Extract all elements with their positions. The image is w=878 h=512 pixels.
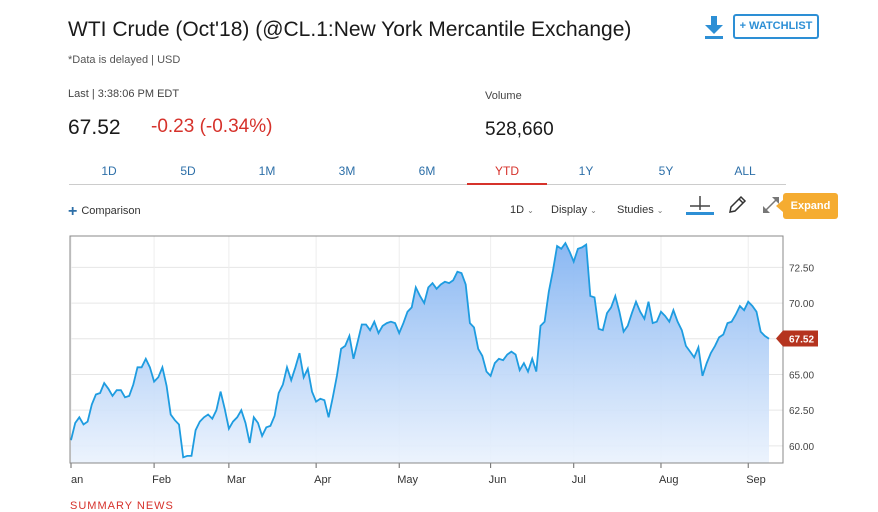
studies-dropdown[interactable]: Studies ⌄ <box>617 204 663 216</box>
add-to-watchlist-button[interactable]: + WATCHLIST <box>733 14 819 39</box>
x-tick-label: Feb <box>152 474 171 486</box>
last-price-tag <box>776 330 818 347</box>
plus-icon: + <box>68 203 78 220</box>
x-tick-label: Apr <box>314 474 331 486</box>
y-tick-label: 60.00 <box>789 442 814 453</box>
chevron-down-icon: ⌄ <box>590 206 597 215</box>
display-dropdown[interactable]: Display ⌄ <box>551 204 597 216</box>
y-tick-label: 72.50 <box>789 263 814 274</box>
x-tick-label: Sep <box>746 474 766 486</box>
chevron-down-icon: ⌄ <box>527 206 534 215</box>
tab-1m[interactable]: 1M <box>258 164 276 178</box>
tab-1d[interactable]: 1D <box>101 164 117 178</box>
interval-dropdown[interactable]: 1D ⌄ <box>510 204 534 216</box>
y-tick-label: 70.00 <box>789 299 814 310</box>
page-title: WTI Crude (Oct'18) (@CL.1:New York Merca… <box>68 18 632 41</box>
comparison-label: Comparison <box>81 205 141 217</box>
tab-5d[interactable]: 5D <box>180 164 196 178</box>
comparison-button[interactable]: + Comparison <box>68 203 141 221</box>
x-tick-label: Jun <box>489 474 507 486</box>
download-icon[interactable] <box>702 14 726 40</box>
data-delayed-note: *Data is delayed | USD <box>68 54 181 66</box>
price-line <box>70 241 770 459</box>
tab-5y[interactable]: 5Y <box>658 164 674 178</box>
y-tick-label: 62.50 <box>789 406 814 417</box>
chevron-down-icon: ⌄ <box>656 206 664 215</box>
expand-tooltip[interactable]: Expand <box>776 193 838 219</box>
x-tick-label: May <box>397 474 418 486</box>
tab-all[interactable]: ALL <box>734 164 756 178</box>
x-tick-label: Mar <box>227 474 246 486</box>
crosshair-icon[interactable] <box>684 194 716 216</box>
tab-ytd[interactable]: YTD <box>467 160 547 185</box>
bottom-partial-tabs: SUMMARY NEWS <box>70 500 174 512</box>
y-tick-label: 65.00 <box>789 370 814 381</box>
studies-label: Studies <box>617 204 654 216</box>
last-price-tag-label: 67.52 <box>789 335 814 346</box>
price-change: -0.23 (-0.34%) <box>151 116 273 137</box>
tab-6m[interactable]: 6M <box>418 164 436 178</box>
price-chart[interactable]: 60.0062.5065.0067.5070.0072.50anFebMarAp… <box>0 230 878 500</box>
x-tick-label: Aug <box>659 474 679 486</box>
last-trade-time: Last | 3:38:06 PM EDT <box>68 88 180 100</box>
pencil-icon[interactable] <box>726 194 748 216</box>
tab-1y[interactable]: 1Y <box>578 164 594 178</box>
volume-label: Volume <box>485 90 522 102</box>
volume-value: 528,660 <box>485 119 554 140</box>
x-tick-label: an <box>71 474 83 486</box>
tab-3m[interactable]: 3M <box>338 164 356 178</box>
x-tick-label: Jul <box>572 474 586 486</box>
plot-border <box>69 235 784 464</box>
last-price: 67.52 <box>68 116 121 139</box>
interval-label: 1D <box>510 204 525 216</box>
display-label: Display <box>551 204 588 216</box>
time-range-tabs: 1D 5D 1M 3M 6M YTD 1Y 5Y ALL <box>69 160 786 185</box>
